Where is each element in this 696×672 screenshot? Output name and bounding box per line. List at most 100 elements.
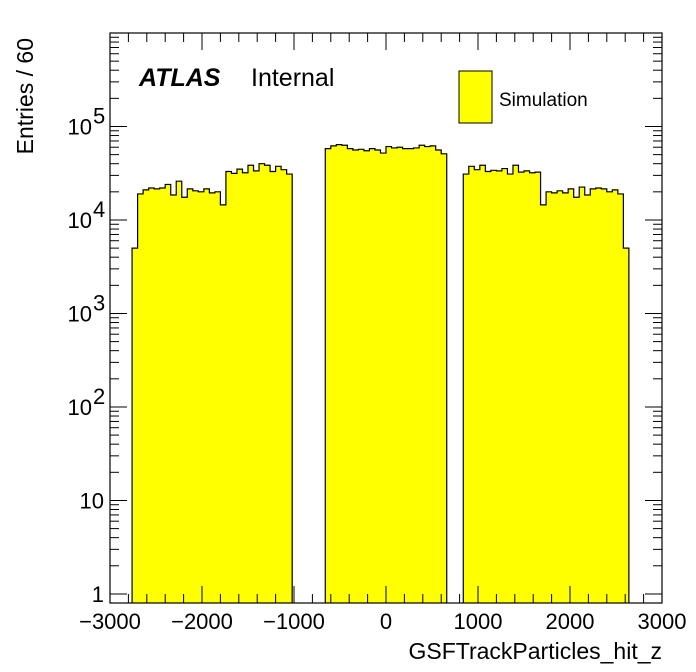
histogram-bin: [424, 146, 431, 603]
histogram-segment-outline: [324, 144, 448, 603]
histogram-bin: [468, 166, 475, 603]
histogram-bin: [242, 172, 249, 604]
x-tick-label: 2000: [546, 609, 595, 634]
histogram-bin: [524, 170, 531, 603]
legend-swatch: [458, 70, 493, 124]
histogram-bin: [198, 191, 205, 603]
histogram-bin: [551, 192, 558, 603]
histogram-bin: [397, 147, 404, 603]
y-tick-label-exponent: 3: [93, 290, 105, 315]
x-axis-title: GSFTrackParticles_hit_z: [409, 638, 663, 664]
y-tick-label: 1: [92, 582, 104, 607]
histogram-bin: [590, 188, 597, 603]
histogram-bin: [159, 187, 166, 604]
y-axis-title: Entries / 60: [12, 38, 38, 154]
histogram-bin: [231, 173, 238, 603]
histogram-bin: [203, 188, 210, 603]
histogram-bin: [181, 197, 188, 603]
histogram-segment-outline: [462, 164, 630, 603]
histogram-bin: [165, 184, 172, 603]
x-tick-label: 3000: [638, 609, 687, 634]
histogram-bin: [275, 166, 282, 603]
histogram-bin: [132, 248, 139, 604]
histogram-bin: [430, 145, 437, 603]
histogram-bin: [259, 163, 266, 603]
histogram-bin: [535, 172, 542, 603]
histogram-bin: [419, 145, 426, 603]
histogram-bin: [584, 195, 591, 603]
histogram-bin: [220, 204, 227, 603]
x-tick-label: 1000: [454, 609, 503, 634]
y-tick-label-exponent: 5: [93, 103, 105, 128]
histogram-bin: [281, 169, 288, 603]
histogram-bin: [253, 170, 260, 603]
histogram-bin: [540, 204, 547, 603]
histogram-bin: [391, 147, 398, 603]
histogram-bin: [413, 147, 420, 603]
histogram-bin: [579, 187, 586, 603]
histogram-bin: [187, 188, 194, 603]
legend: Simulation: [458, 70, 588, 124]
histogram-bin: [546, 191, 553, 603]
histogram-bin: [352, 150, 359, 604]
histogram-bin: [154, 188, 161, 603]
histogram-bin: [501, 168, 509, 603]
histogram-bin: [380, 153, 387, 603]
histogram-bin: [369, 148, 376, 603]
histogram-bin: [176, 181, 183, 603]
histogram-bin: [595, 187, 602, 604]
x-tick-label: −2000: [171, 609, 233, 634]
y-tick-label: 10: [68, 395, 92, 420]
histogram-bin: [209, 192, 216, 603]
y-tick-label-exponent: 4: [93, 197, 105, 222]
histogram-bin: [573, 197, 580, 603]
x-tick-label: −3000: [79, 609, 141, 634]
histogram-bin: [341, 145, 348, 603]
histogram-bin: [374, 150, 382, 604]
histogram-bin: [441, 153, 448, 604]
histogram-bars: [131, 144, 630, 604]
y-tick-label: 10: [80, 488, 104, 513]
legend-entry-simulation: Simulation: [499, 90, 588, 111]
histogram-bin: [363, 150, 371, 603]
histogram-bin: [512, 165, 520, 604]
x-tick-label: −1000: [263, 609, 325, 634]
histogram-bin: [408, 148, 415, 603]
histogram-bin: [557, 190, 564, 603]
histogram-bin: [143, 189, 150, 603]
histogram-bin: [148, 187, 155, 604]
histogram-bin: [496, 170, 503, 603]
histogram-bin: [248, 165, 255, 604]
y-tick-label-exponent: 2: [93, 384, 105, 409]
histogram-bin: [490, 170, 497, 604]
histogram-bin: [485, 171, 492, 604]
histogram-bin: [214, 191, 221, 603]
y-tick-label: 10: [68, 114, 92, 139]
histogram-bin: [568, 188, 575, 603]
histogram-bin: [137, 193, 144, 603]
histogram-bin: [170, 195, 177, 603]
histogram-bin: [336, 144, 343, 603]
histogram-segment-outline: [131, 163, 293, 603]
histogram-bin: [286, 174, 293, 603]
histogram-bin: [612, 189, 619, 603]
histogram-bin: [225, 171, 233, 604]
histogram-bin: [479, 165, 486, 604]
histogram-bin: [264, 165, 271, 604]
x-axis-ticks: −3000 −2000 −1000 0 1000 2000 3000: [79, 33, 686, 634]
histogram-bin: [606, 191, 613, 603]
histogram-bin: [474, 169, 481, 603]
histogram-bin: [617, 193, 624, 603]
histogram-bin: [529, 172, 536, 604]
histogram-bin: [601, 188, 608, 603]
histogram-bin: [347, 148, 354, 603]
x-tick-label: 0: [380, 609, 392, 634]
y-tick-label: 10: [68, 208, 92, 233]
histogram-bin: [402, 148, 409, 603]
histogram-bin: [507, 174, 514, 603]
histogram-bin: [386, 146, 393, 603]
histogram-bin: [623, 248, 630, 604]
y-tick-label: 10: [68, 301, 92, 326]
